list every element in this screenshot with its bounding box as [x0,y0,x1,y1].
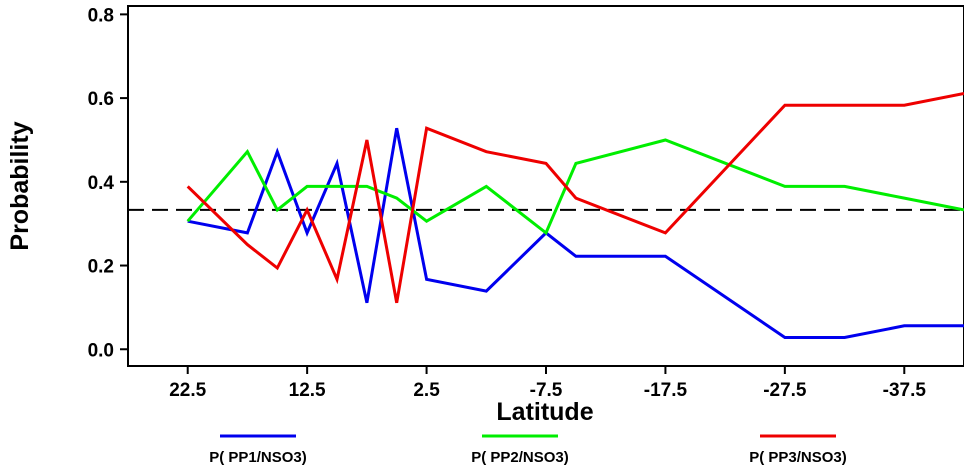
x-tick-label: -7.5 [530,380,563,401]
x-tick-label: -27.5 [763,380,807,401]
x-tick-label: -37.5 [883,380,927,401]
x-tick-label: 22.5 [169,380,206,401]
series-line-pp2 [186,138,964,236]
x-axis: 22.5 12.5 2.5 -7.5 -17.5 -27.5 -37.5 [169,366,926,401]
y-tick-label: 0.4 [88,173,115,194]
x-axis-title: Latitude [496,398,593,426]
y-tick-label: 0.8 [88,5,114,26]
series-layer [186,92,964,339]
legend: P( PP1/NSO3) P( PP2/NSO3) P( PP3/NSO3) [209,434,847,466]
x-tick-label: 2.5 [413,380,440,401]
x-tick-label: -17.5 [644,380,688,401]
y-tick-label: 0.6 [88,89,114,110]
legend-label-pp1: P( PP1/NSO3) [209,449,307,466]
x-tick-label: 12.5 [289,380,326,401]
y-tick-label: 0.2 [88,257,114,278]
y-tick-label: 0.0 [88,340,114,361]
legend-label-pp3: P( PP3/NSO3) [749,449,847,466]
series-line-pp1 [187,127,964,339]
legend-label-pp2: P( PP2/NSO3) [471,449,569,466]
series-line-pp3 [186,92,964,304]
y-axis-title: Probability [6,121,34,250]
y-axis: 0.0 0.2 0.4 0.6 0.8 [88,5,128,361]
